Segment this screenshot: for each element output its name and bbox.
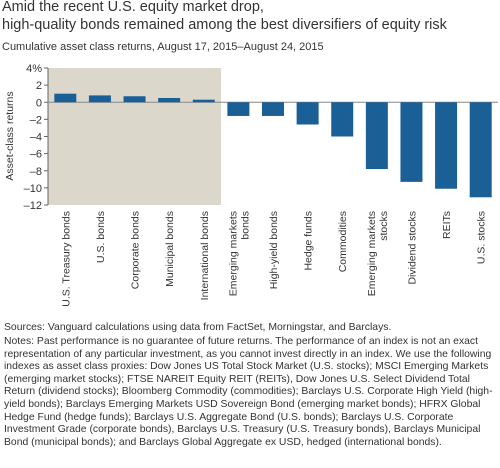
x-tick-label: U.S. Treasury bonds (60, 211, 72, 307)
bar (365, 102, 388, 170)
bar (88, 95, 111, 103)
chart-title: high-quality bonds remained among the be… (2, 17, 448, 33)
x-tick-label: Corporate bonds (130, 211, 142, 289)
highlight-panel (48, 68, 222, 205)
bar (435, 102, 458, 189)
y-tick-label: –4 (30, 132, 42, 144)
x-tick-label: Hedge funds (303, 211, 315, 271)
x-tick-label: U.S. stocks (476, 211, 488, 264)
bar (400, 102, 423, 182)
y-tick-label: –2 (30, 114, 42, 126)
bar (158, 97, 181, 103)
chart-title: Amid the recent U.S. equity market drop, (2, 0, 264, 15)
x-tick-label: Dividend stocks (406, 211, 418, 285)
y-tick-label: –10 (24, 183, 42, 195)
bar (469, 102, 492, 198)
bar (227, 102, 250, 116)
bar (296, 102, 319, 125)
bar (262, 102, 284, 116)
bar (192, 99, 215, 103)
y-tick-label: –12 (24, 200, 42, 212)
chart: Amid the recent U.S. equity market drop,… (2, 0, 498, 307)
chart-subtitle: Cumulative asset class returns, August 1… (2, 41, 324, 53)
x-tick-label: International bonds (199, 211, 211, 300)
bar (123, 96, 146, 103)
y-tick-label: –8 (30, 166, 42, 178)
y-axis-label: Asset-class returns (4, 91, 16, 180)
x-tick-label: Commodities (337, 211, 349, 272)
x-tick-label: High-yield bonds (268, 211, 280, 289)
x-tick-label: U.S. bonds (95, 211, 107, 263)
y-tick-label: –6 (30, 149, 42, 161)
x-tick-label: Emerging markets stocks (366, 211, 390, 296)
notes: Notes: Past performance is no guarantee … (4, 336, 493, 448)
x-tick-label: Emerging markets bonds (227, 211, 251, 296)
y-tick-label: 0 (36, 97, 42, 109)
bar (331, 102, 354, 137)
y-tick-label: 2 (36, 80, 42, 92)
y-tick-label: 4% (26, 63, 42, 75)
x-tick-label: REITs (441, 211, 453, 239)
bar (54, 93, 77, 103)
x-tick-label: Municipal bonds (164, 211, 176, 287)
sources: Sources: Vanguard calculations using dat… (4, 322, 392, 333)
